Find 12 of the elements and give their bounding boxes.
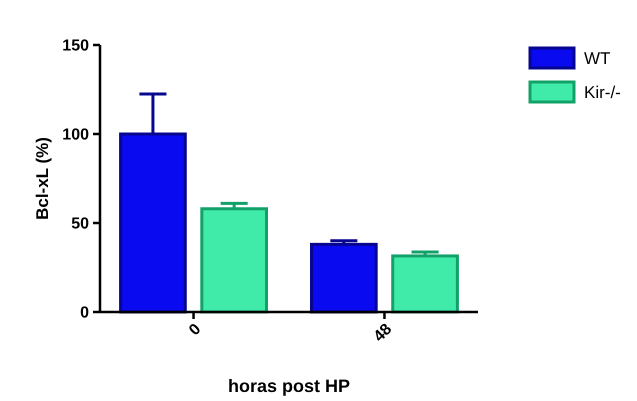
x-axis-title: horas post HP xyxy=(228,376,350,396)
y-tick-label: 100 xyxy=(62,126,90,144)
legend-label: Kir-/- xyxy=(584,82,621,102)
bar xyxy=(310,242,378,314)
bar xyxy=(200,207,268,314)
y-tick-label: 0 xyxy=(80,304,90,322)
bar xyxy=(391,254,459,314)
y-axis-title: Bcl-xL (%) xyxy=(33,137,52,220)
y-tick-label: 50 xyxy=(71,216,90,233)
legend-label: WT xyxy=(584,48,610,68)
x-tick-label: 48 xyxy=(370,320,396,346)
y-tick-label: 150 xyxy=(62,38,90,55)
